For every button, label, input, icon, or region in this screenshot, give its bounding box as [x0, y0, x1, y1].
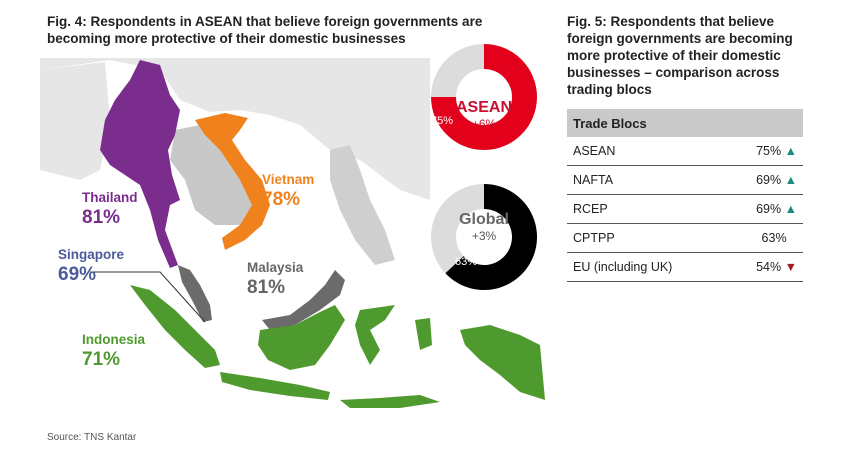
land-philippines: [330, 145, 395, 265]
title-line: Fig. 5: Respondents that believe: [567, 14, 775, 29]
source-note: Source: TNS Kantar: [47, 432, 137, 443]
label-singapore: Singapore 69%: [58, 245, 124, 285]
triangle-up-icon: ▲: [781, 202, 797, 216]
donut-global-change: +3%: [472, 229, 497, 243]
country-value: 81%: [247, 277, 286, 298]
bloc-value-cell: 63%: [726, 223, 803, 253]
bloc-value-cell: 69% ▲: [726, 194, 803, 224]
country-vietnam: [195, 113, 270, 250]
trade-blocs-table: Trade Blocs ASEAN 75% ▲ NAFTA 69% ▲ RCEP 69% …: [567, 109, 803, 282]
singapore-leader-line: [90, 271, 206, 323]
country-malaysia-peninsula: [178, 265, 212, 322]
donut-asean-value-arc: [431, 44, 537, 150]
title-line: becoming more protective of their domest…: [47, 31, 406, 46]
donut-global-value-arc: [445, 184, 538, 290]
bloc-value-cell: 69% ▲: [726, 165, 803, 195]
land-india: [40, 62, 110, 180]
title-line: Fig. 4: Respondents in ASEAN that believ…: [47, 14, 483, 29]
country-name: Malaysia: [247, 260, 304, 275]
country-value: 69%: [58, 264, 97, 285]
country-indonesia-islands: [340, 395, 440, 408]
country-value: 78%: [262, 189, 301, 210]
triangle-up-icon: ▲: [781, 144, 797, 158]
label-malaysia: Malaysia 81%: [247, 258, 303, 298]
label-thailand: Thailand 81%: [82, 188, 138, 228]
table-row: CPTPP 63%: [567, 223, 803, 253]
country-value: 81%: [82, 207, 121, 228]
table-header: Trade Blocs: [567, 109, 803, 137]
country-name: Thailand: [82, 190, 138, 205]
triangle-up-icon: ▲: [781, 173, 797, 187]
country-indonesia-maluku: [415, 318, 432, 350]
label-indonesia: Indonesia 71%: [82, 330, 145, 370]
donut-asean-label: ASEAN: [456, 99, 512, 116]
title-line: more protective of their domestic: [567, 48, 781, 63]
title-line: trading blocs: [567, 82, 652, 97]
donut-global-value: 63%: [455, 256, 477, 268]
bloc-value: 75%: [756, 144, 782, 158]
title-line: businesses – comparison across: [567, 65, 780, 80]
country-indonesia-papua: [460, 325, 545, 400]
bloc-value: 69%: [756, 173, 782, 187]
donut-charts: [431, 44, 538, 290]
donut-asean-change: +6%: [472, 117, 497, 131]
bloc-name: EU (including UK): [567, 252, 727, 282]
table-row: NAFTA 69% ▲: [567, 165, 803, 195]
bloc-value: 54%: [756, 260, 782, 274]
country-name: Indonesia: [82, 332, 146, 347]
fig4-title: Fig. 4: Respondents in ASEAN that believ…: [47, 13, 482, 47]
fig5-title: Fig. 5: Respondents that believe foreign…: [567, 13, 793, 98]
country-malaysia-borneo: [262, 270, 345, 330]
bloc-name: NAFTA: [567, 165, 727, 195]
land-china: [40, 58, 430, 200]
land-laos-cambodia: [170, 125, 255, 225]
triangle-down-icon: ▼: [781, 260, 797, 274]
table-row: ASEAN 75% ▲: [567, 137, 803, 166]
country-value: 71%: [82, 349, 121, 370]
table-row: EU (including UK) 54% ▼: [567, 252, 803, 282]
country-indonesia-java: [220, 372, 330, 400]
donut-global-label: Global: [459, 211, 509, 228]
country-indonesia-kalimantan: [258, 305, 345, 370]
country-indonesia-sulawesi: [355, 305, 395, 365]
bloc-name: ASEAN: [567, 137, 727, 166]
bloc-value-cell: 54% ▼: [726, 252, 803, 282]
country-name: Singapore: [58, 247, 125, 262]
bloc-value-cell: 75% ▲: [726, 137, 803, 166]
table-row: RCEP 69% ▲: [567, 194, 803, 224]
bloc-name: CPTPP: [567, 223, 727, 253]
country-name: Vietnam: [262, 172, 315, 187]
country-indonesia-sumatra: [130, 285, 220, 368]
donut-asean-value: 75%: [431, 115, 453, 127]
title-line: foreign governments are becoming: [567, 31, 793, 46]
bloc-value: 69%: [756, 202, 782, 216]
donut-asean-remainder-arc: [431, 44, 484, 97]
donut-global-remainder-arc: [431, 184, 484, 274]
bloc-value: 63%: [761, 231, 787, 245]
bloc-name: RCEP: [567, 194, 727, 224]
country-thailand: [100, 60, 180, 268]
label-vietnam: Vietnam 78%: [262, 170, 314, 210]
